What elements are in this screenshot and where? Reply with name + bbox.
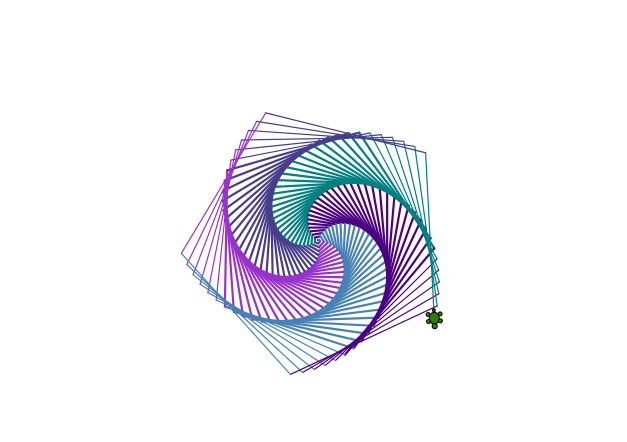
spiral-segment	[294, 218, 310, 246]
spiral-segment	[302, 244, 320, 257]
spiral-segment	[317, 243, 333, 257]
spiral-segment	[192, 274, 315, 371]
spiral-segment	[270, 211, 280, 278]
spiral-segment	[186, 263, 304, 374]
spiral-segment	[335, 223, 341, 255]
spiral-segment	[321, 231, 329, 244]
spiral-lines	[180, 112, 440, 375]
spiral-segment	[315, 245, 336, 260]
spiral-segment	[301, 293, 440, 374]
spiral-segment	[302, 226, 311, 247]
spiral-segment	[265, 199, 273, 274]
spiral-segment	[342, 222, 347, 264]
spiral-segment	[303, 260, 345, 273]
spiral-segment	[272, 189, 328, 220]
spiral-segment	[298, 243, 318, 260]
spiral-segment	[324, 228, 333, 246]
spiral-segment	[265, 112, 427, 154]
spiral-segment	[270, 186, 333, 215]
spiral-segment	[294, 270, 346, 277]
spiral-segment	[403, 140, 440, 295]
spiral-segment	[307, 222, 334, 227]
spiral-segment	[290, 241, 314, 268]
spiral-segment	[279, 200, 316, 235]
spiral-segment	[306, 218, 338, 226]
spiral-segment	[309, 228, 327, 233]
spiral-segment	[313, 281, 440, 371]
spiral-segment	[265, 271, 335, 300]
spiral-segment	[331, 224, 339, 252]
spiral-segment	[276, 196, 319, 230]
spiral-segment	[289, 305, 438, 375]
spiral-segment	[310, 204, 352, 226]
spiral-segment	[330, 186, 375, 239]
spiral-segment	[277, 275, 342, 290]
spiral-segment	[283, 275, 344, 284]
spiral-segment	[310, 252, 341, 268]
spiral-segment	[270, 205, 274, 277]
spiral-segment	[317, 240, 325, 249]
spiral-segment	[317, 241, 329, 253]
spiral-segment	[310, 233, 314, 245]
spiral-segment	[290, 213, 310, 244]
spiral-segment	[342, 222, 352, 268]
spiral-segment	[276, 227, 297, 277]
spiral-segment	[343, 224, 356, 274]
spiral-segment	[272, 217, 286, 278]
spiral-segment	[327, 226, 336, 249]
spiral-segment	[316, 196, 361, 229]
spiral-segment	[332, 241, 379, 300]
spiral-segment	[339, 222, 343, 259]
spiral-segment	[282, 235, 306, 273]
spiral-segment	[339, 232, 371, 290]
spiral-segment	[342, 226, 361, 279]
spiral-segment	[298, 222, 310, 247]
spiral-segment	[294, 242, 316, 264]
spiral-segment	[299, 265, 346, 275]
spiral-segment	[313, 248, 339, 264]
spiral-segment	[282, 204, 313, 238]
spiral-segment	[306, 243, 321, 253]
spiral-segment	[325, 189, 371, 235]
spiral-segment	[288, 275, 345, 279]
spiral-segment	[424, 152, 435, 319]
spiral-segment	[341, 228, 366, 284]
spiral-segment	[255, 120, 416, 148]
spiral-segment	[274, 222, 292, 278]
spiral-segment	[270, 184, 339, 208]
spiral-segment	[286, 209, 311, 241]
spiral-segment	[279, 232, 302, 275]
spiral-segment	[271, 273, 339, 295]
spiral-segment	[414, 145, 438, 307]
spiral-segment	[311, 231, 324, 236]
spiral-segment	[308, 209, 347, 225]
spiral-segment	[274, 192, 323, 226]
spiral-segment	[180, 112, 267, 254]
spiral-segment	[310, 242, 321, 249]
turtle-icon	[425, 308, 443, 330]
spiral-segment	[313, 200, 356, 227]
spiral-segment	[186, 120, 258, 266]
spiral-segment	[307, 213, 342, 225]
spiral-segment	[336, 184, 379, 244]
spiral-segment	[336, 236, 375, 295]
spiral-segment	[307, 256, 343, 271]
spiral-segment	[247, 129, 405, 142]
spiral-segment	[286, 238, 310, 271]
spiral-segment	[306, 230, 312, 246]
spiral-segment	[180, 252, 291, 375]
spiral-segment	[320, 192, 366, 232]
spiral-segment	[192, 129, 250, 276]
